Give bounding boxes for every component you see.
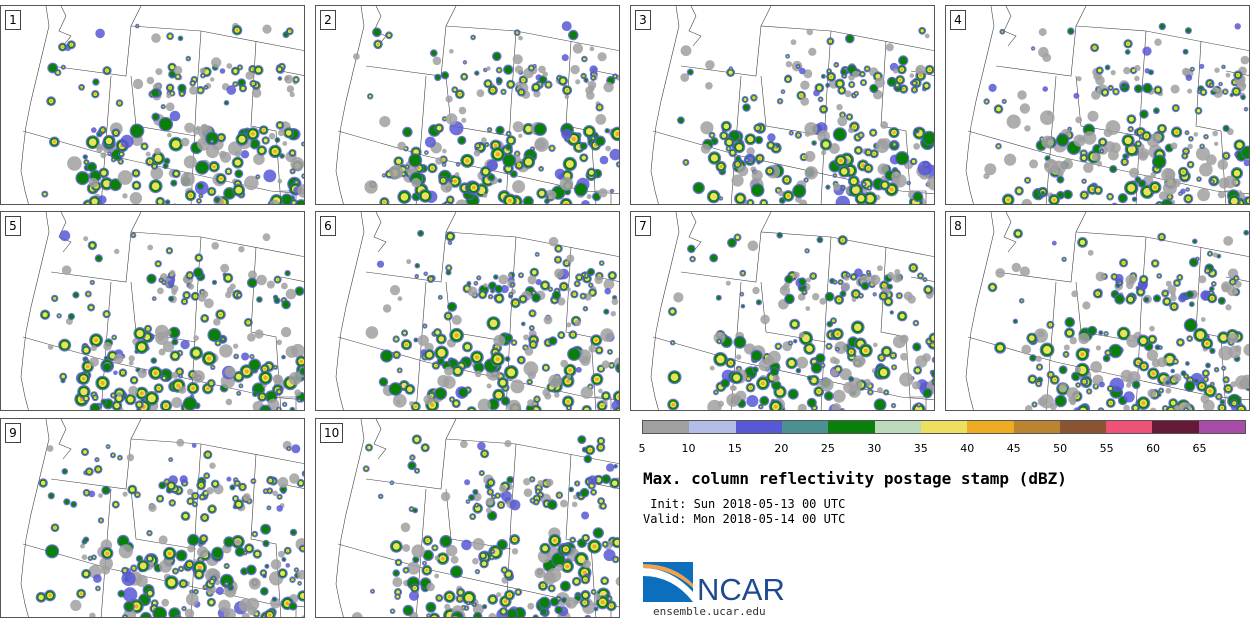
map-boundaries xyxy=(335,212,619,410)
colorbar-tick-label: 25 xyxy=(820,442,835,455)
reflectivity-map xyxy=(650,6,934,204)
reflectivity-cells xyxy=(35,438,304,617)
reflectivity-cells xyxy=(353,21,619,204)
map-boundaries xyxy=(335,419,619,617)
ensemble-member-map: 6 xyxy=(315,211,620,411)
colorbar-segment xyxy=(920,421,968,433)
colorbar-tick-label: 5 xyxy=(638,442,646,455)
reflectivity-map xyxy=(335,6,619,204)
colorbar-tick-label: 20 xyxy=(774,442,789,455)
colorbar-tick-label: 15 xyxy=(727,442,742,455)
member-number-label: 6 xyxy=(320,216,336,236)
colorbar-tick-labels: 5 10 15 20 25 30 35 40 45 50 55 60 65 xyxy=(638,442,1246,456)
reflectivity-cells xyxy=(677,26,934,204)
ensemble-member-map: 4 xyxy=(945,5,1250,205)
reflectivity-map xyxy=(20,212,304,410)
reflectivity-map xyxy=(965,212,1249,410)
ncar-logo-icon xyxy=(643,562,693,602)
ensemble-member-map: 3 xyxy=(630,5,935,205)
ensemble-member-map: 10 xyxy=(315,418,620,618)
reflectivity-map xyxy=(335,212,619,410)
member-number-label: 4 xyxy=(950,10,966,30)
colorbar-segment xyxy=(1152,421,1199,433)
ensemble-member-map: 7 xyxy=(630,211,935,411)
init-time: Init: Sun 2018-05-13 00 UTC xyxy=(643,497,846,511)
ensemble-member-map: 1 xyxy=(0,5,305,205)
ncar-logo-text: NCAR xyxy=(697,572,785,607)
colorbar-segment xyxy=(643,421,690,433)
reflectivity-map xyxy=(20,419,304,617)
colorbar-tick-label: 30 xyxy=(867,442,882,455)
site-url: ensemble.ucar.edu xyxy=(653,605,766,618)
colorbar-segment xyxy=(735,421,782,433)
colorbar-segment xyxy=(967,421,1014,433)
colorbar-tick-label: 65 xyxy=(1192,442,1207,455)
ensemble-member-map: 8 xyxy=(945,211,1250,411)
colorbar-segment xyxy=(689,421,736,433)
ensemble-member-map: 5 xyxy=(0,211,305,411)
reflectivity-map xyxy=(965,6,1249,204)
member-number-label: 1 xyxy=(5,10,21,30)
reflectivity-cells xyxy=(41,22,304,204)
member-number-label: 5 xyxy=(5,216,21,236)
figure-title: Max. column reflectivity postage stamp (… xyxy=(643,469,1067,488)
colorbar-segment xyxy=(1198,421,1246,433)
member-number-label: 10 xyxy=(320,423,344,443)
reflectivity-cells xyxy=(351,434,619,617)
reflectivity-map xyxy=(650,212,934,410)
valid-time: Valid: Mon 2018-05-14 00 UTC xyxy=(643,512,846,526)
reflectivity-map xyxy=(335,419,619,617)
colorbar-segment xyxy=(828,421,875,433)
reflectivity-cells xyxy=(365,229,619,410)
member-number-label: 9 xyxy=(5,423,21,443)
colorbar-tick-label: 60 xyxy=(1146,442,1161,455)
member-number-label: 7 xyxy=(635,216,651,236)
colorbar-tick-label: 55 xyxy=(1099,442,1114,455)
ensemble-member-map: 9 xyxy=(0,418,305,618)
member-number-label: 8 xyxy=(950,216,966,236)
reflectivity-cells xyxy=(667,232,934,410)
colorbar-segment xyxy=(1013,421,1060,433)
colorbar-segment xyxy=(781,421,829,433)
colorbar-tick-label: 10 xyxy=(681,442,696,455)
colorbar-tick-label: 50 xyxy=(1053,442,1068,455)
reflectivity-map xyxy=(20,6,304,204)
reflectivity-colorbar xyxy=(642,420,1246,434)
colorbar-tick-label: 45 xyxy=(1006,442,1021,455)
member-number-label: 2 xyxy=(320,10,336,30)
colorbar-segment xyxy=(874,421,921,433)
colorbar-tick-label: 40 xyxy=(960,442,975,455)
reflectivity-cells xyxy=(987,228,1249,410)
reflectivity-cells xyxy=(39,230,304,410)
colorbar-tick-label: 35 xyxy=(913,442,928,455)
colorbar-segment xyxy=(1106,421,1153,433)
member-number-label: 3 xyxy=(635,10,651,30)
ensemble-member-map: 2 xyxy=(315,5,620,205)
colorbar-segment xyxy=(1059,421,1107,433)
reflectivity-cells xyxy=(983,22,1249,204)
